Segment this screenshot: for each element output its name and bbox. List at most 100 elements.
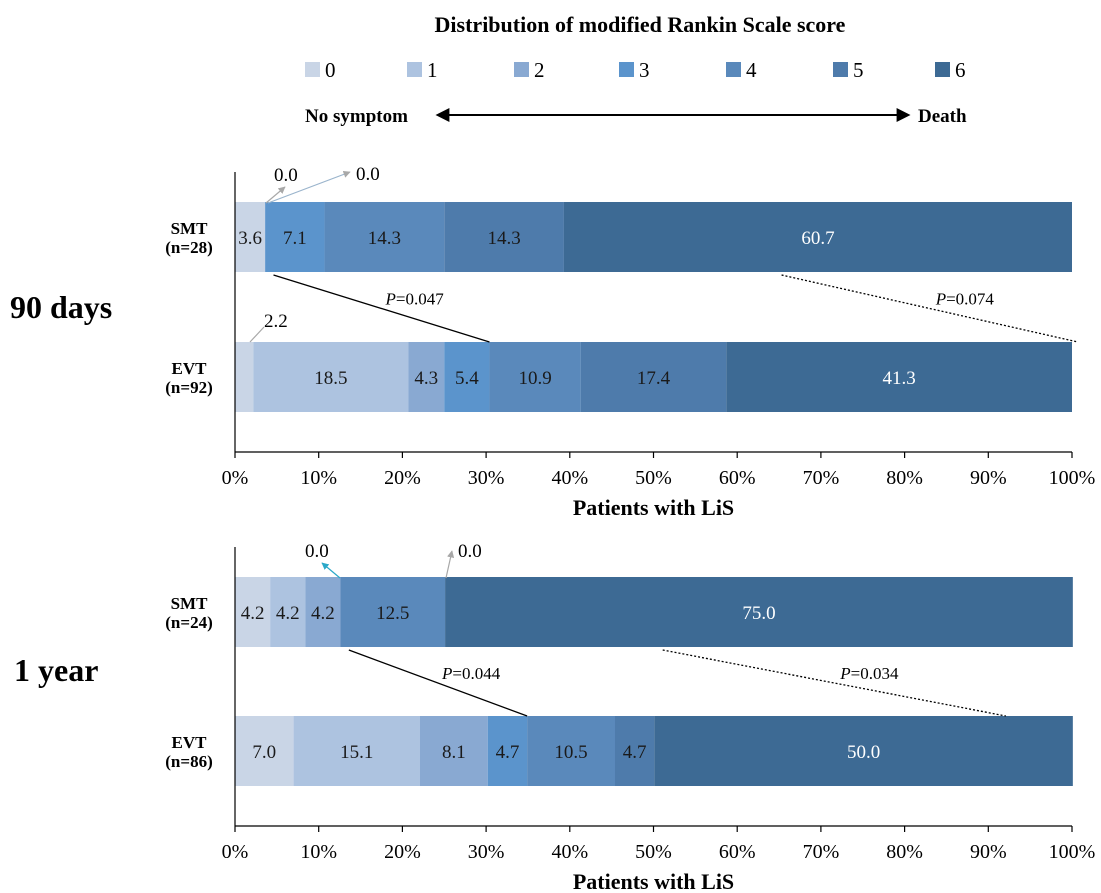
bar-value-label: 60.7 [801, 228, 834, 249]
x-tick-label: 30% [468, 467, 505, 489]
legend: Distribution of modified Rankin Scale sc… [305, 12, 967, 127]
bar-row: SMT (n=24) 4.2 4.2 4.2 12.5 75.0 [165, 577, 1073, 647]
bar-value-label: 14.3 [487, 228, 520, 249]
bar-row: EVT (n=92) 18.5 4.3 5.4 10.9 17.4 41.3 [165, 342, 1072, 412]
legend-label: 6 [955, 58, 966, 82]
x-tick-label: 60% [719, 841, 756, 863]
bar-value-label: 10.5 [554, 742, 587, 763]
callout-arrow [321, 562, 341, 579]
bar-value-label: 7.0 [252, 742, 276, 763]
bar-segment [324, 202, 445, 272]
bar-value-label: 14.3 [368, 228, 401, 249]
callout-arrow [267, 170, 351, 204]
panel-label: 1 year [14, 652, 98, 688]
bar-value-label: 12.5 [376, 603, 409, 624]
legend-item: 6 [935, 58, 966, 82]
bar-segment [270, 577, 306, 647]
bar-segment [444, 342, 490, 412]
x-tick-label: 10% [300, 841, 337, 863]
p-value-comparison: P=0.074 [781, 274, 1079, 343]
legend-item: 5 [833, 58, 864, 82]
bar-segment [527, 716, 615, 786]
zero-value-callouts: 0.0 0.0 [305, 541, 482, 579]
legend-item: 4 [726, 58, 757, 82]
bar-segment [614, 716, 655, 786]
comparison-line [781, 274, 1079, 343]
bar-value-label: 4.2 [241, 603, 265, 624]
bar-segment [419, 716, 488, 786]
legend-swatch [726, 62, 741, 77]
callout-label: 0.0 [305, 541, 329, 562]
bar-segment [726, 342, 1072, 412]
bar-value-label: 41.3 [883, 368, 916, 389]
bar-value-label: 7.1 [283, 228, 307, 249]
comparison-line [273, 274, 490, 343]
category-label: SMT (n=24) [165, 594, 212, 632]
panel-label: 90 days [10, 289, 112, 325]
legend-label: 3 [639, 58, 650, 82]
comparison-line [662, 649, 1006, 717]
x-tick-label: 90% [970, 841, 1007, 863]
bar-row: SMT (n=28) 3.6 7.1 14.3 14.3 60.7 [165, 202, 1072, 272]
bar-value-label: 4.7 [623, 742, 647, 763]
bar-segment [444, 202, 564, 272]
bar-value-label: 50.0 [847, 742, 880, 763]
callout-arrow [445, 550, 455, 579]
bar-segment [305, 577, 341, 647]
x-axis-label: Patients with LiS [573, 495, 734, 520]
p-value-comparison: P=0.044 [348, 649, 528, 717]
p-value-label: P=0.044 [441, 664, 501, 683]
p-value-label: P=0.074 [935, 290, 995, 309]
callout-leader [249, 326, 265, 343]
bar-segment [580, 342, 727, 412]
p-value-comparison: P=0.047 [273, 274, 490, 343]
panel-1-year: 1 year SMT (n=24) 4.2 4.2 4.2 12.5 75.0 EVT (n=8… [14, 541, 1095, 893]
bar-value-label: 8.1 [442, 742, 466, 763]
bar-segment [235, 577, 271, 647]
x-tick-label: 100% [1049, 841, 1096, 863]
comparison-line [348, 649, 528, 717]
bar-value-label: 15.1 [340, 742, 373, 763]
bar-value-label: 10.9 [518, 368, 551, 389]
x-tick-label: 90% [970, 467, 1007, 489]
callout-label: 0.0 [274, 165, 298, 186]
legend-item: 0 [305, 58, 336, 82]
x-tick-label: 60% [719, 467, 756, 489]
bar-value-label: 4.2 [311, 603, 335, 624]
bar-value-label: 4.7 [496, 742, 520, 763]
x-tick-label: 0% [222, 841, 249, 863]
x-tick-label: 40% [551, 841, 588, 863]
legend-item: 3 [619, 58, 650, 82]
legend-title: Distribution of modified Rankin Scale sc… [435, 12, 846, 37]
legend-swatch [935, 62, 950, 77]
x-axis-label: Patients with LiS [573, 869, 734, 893]
bar-value-label: 17.4 [637, 368, 671, 389]
legend-label: 2 [534, 58, 545, 82]
category-label: SMT (n=28) [165, 219, 212, 257]
bar-segment [235, 342, 254, 412]
legend-label: 0 [325, 58, 336, 82]
x-tick-label: 70% [803, 467, 840, 489]
x-tick-label: 30% [468, 841, 505, 863]
zero-value-callouts: 0.0 0.0 2.2 [249, 164, 380, 343]
bar-value-label: 4.3 [414, 368, 438, 389]
legend-label: 5 [853, 58, 864, 82]
bar-value-label: 75.0 [742, 603, 775, 624]
x-tick-label: 50% [635, 841, 672, 863]
bar-segment [253, 342, 409, 412]
bar-segment [293, 716, 420, 786]
bar-value-label: 5.4 [455, 368, 479, 389]
bar-segment [654, 716, 1073, 786]
legend-swatch [514, 62, 529, 77]
x-tick-label: 20% [384, 841, 421, 863]
bar-segment [487, 716, 528, 786]
bar-segment [235, 716, 294, 786]
callout-label: 0.0 [356, 164, 380, 185]
x-tick-label: 80% [886, 467, 923, 489]
legend-swatch [305, 62, 320, 77]
x-tick-label: 10% [300, 467, 337, 489]
x-tick-label: 0% [222, 467, 249, 489]
p-value-label: P=0.047 [384, 290, 444, 309]
